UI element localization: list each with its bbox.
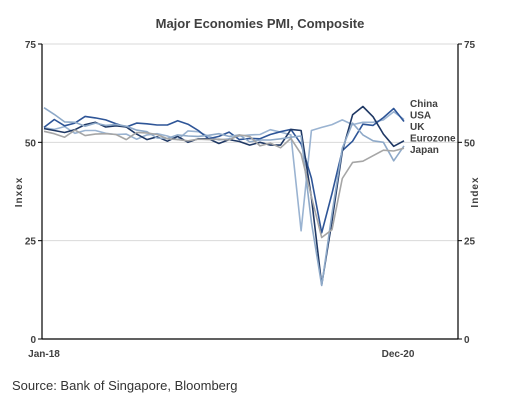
- legend-item-japan: Japan: [410, 145, 439, 156]
- series-layer: [43, 105, 405, 287]
- series-line-eurozone: [43, 107, 405, 287]
- y-tick-right-0: 0: [464, 335, 470, 346]
- y-axis-label-right: Index: [470, 176, 481, 207]
- source-note: Source: Bank of Singapore, Bloomberg: [12, 378, 238, 393]
- chart: Major Economies PMI, Composite 0 0 25 25 50 5…: [14, 16, 481, 360]
- y-tick-left-75: 75: [25, 40, 37, 51]
- y-tick-left-25: 25: [25, 237, 37, 248]
- legend-item-usa: USA: [410, 111, 431, 122]
- chart-title: Major Economies PMI, Composite: [156, 16, 365, 31]
- y-tick-right-50: 50: [464, 138, 476, 149]
- series-line-usa: [43, 107, 405, 234]
- y-tick-right-75: 75: [464, 40, 476, 51]
- legend-item-china: China: [410, 99, 438, 110]
- x-tick-last: Dec-20: [382, 349, 415, 360]
- tick-labels: 0 0 25 25 50 50 75 75 Jan-18 Dec-20: [25, 40, 476, 360]
- x-tick-first: Jan-18: [28, 349, 60, 360]
- y-axis-label-left: Inxex: [14, 177, 25, 208]
- y-tick-left-50: 50: [25, 138, 37, 149]
- axes: [38, 43, 462, 340]
- legend-item-eurozone: Eurozone: [410, 134, 456, 145]
- series-line-japan: [43, 129, 405, 239]
- y-tick-right-25: 25: [464, 237, 476, 248]
- y-tick-left-0: 0: [30, 335, 36, 346]
- legend-item-uk: UK: [410, 122, 425, 133]
